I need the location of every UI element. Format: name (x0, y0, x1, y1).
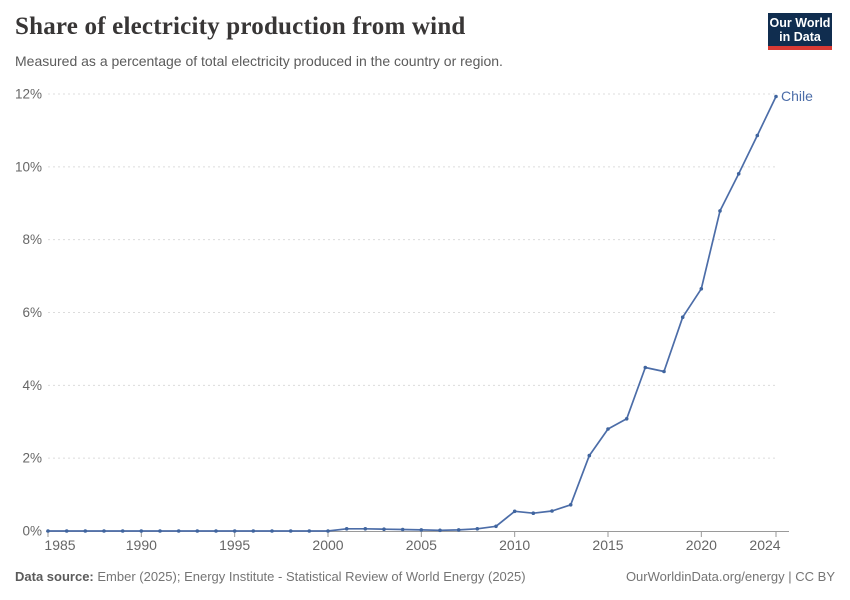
data-point[interactable] (270, 529, 274, 533)
x-axis-tick-label: 2020 (686, 537, 717, 553)
x-axis-tick-label: 2015 (592, 537, 623, 553)
data-point[interactable] (83, 529, 88, 533)
y-axis-tick-label: 10% (15, 159, 42, 174)
x-axis-tick-label: 2010 (499, 537, 530, 553)
data-point[interactable] (400, 527, 405, 532)
x-axis-tick-label: 2024 (749, 537, 780, 553)
data-point[interactable] (120, 529, 125, 533)
x-axis-tick-label: 2005 (406, 537, 437, 553)
data-source-label: Data source: (15, 569, 94, 584)
data-point[interactable] (195, 529, 200, 533)
data-point[interactable] (774, 94, 778, 99)
data-point[interactable] (475, 527, 480, 531)
data-point[interactable] (568, 503, 573, 507)
y-axis-tick-label: 12% (15, 87, 42, 102)
y-axis-tick-label: 2% (22, 451, 42, 466)
data-point[interactable] (102, 529, 106, 533)
data-source-text: Ember (2025); Energy Institute - Statist… (93, 569, 526, 584)
data-point[interactable] (494, 524, 498, 529)
data-point[interactable] (158, 529, 162, 533)
data-point[interactable] (755, 133, 760, 138)
page-subtitle: Measured as a percentage of total electr… (15, 53, 503, 69)
chart-footer: Data source: Ember (2025); Energy Instit… (15, 569, 835, 584)
x-axis-tick-label: 1985 (44, 537, 75, 553)
data-point[interactable] (251, 529, 256, 533)
data-point[interactable] (326, 529, 330, 533)
line-chart: 0% 2% 4% 6% 8% 10% 12% 1985 1990 1995 2000 2005 2010… (15, 87, 813, 554)
owid-logo-line2: in Data (779, 30, 821, 44)
data-point[interactable] (438, 528, 442, 533)
data-point[interactable] (139, 529, 144, 533)
data-point[interactable] (606, 427, 610, 431)
data-point[interactable] (624, 417, 629, 421)
data-point[interactable] (587, 453, 592, 458)
data-point[interactable] (64, 529, 69, 533)
data-point[interactable] (680, 315, 685, 320)
x-axis-tick-label: 1990 (126, 537, 157, 553)
owid-logo-line1: Our World (769, 16, 831, 30)
y-axis-tick-label: 4% (22, 378, 42, 393)
data-point[interactable] (662, 369, 666, 374)
data-point[interactable] (214, 529, 218, 533)
entity-label[interactable]: Chile (781, 88, 813, 104)
series-line-chile[interactable] (47, 95, 777, 532)
data-point[interactable] (456, 528, 461, 532)
data-point[interactable] (531, 511, 536, 515)
data-point[interactable] (176, 529, 181, 533)
data-point[interactable] (718, 209, 722, 213)
data-point[interactable] (512, 509, 517, 514)
data-point[interactable] (363, 527, 368, 531)
data-point[interactable] (699, 287, 704, 291)
data-point[interactable] (550, 509, 554, 513)
y-axis-tick-label: 8% (22, 232, 42, 247)
data-point[interactable] (232, 529, 237, 533)
data-point[interactable] (288, 529, 293, 533)
data-point[interactable] (382, 527, 386, 531)
data-point[interactable] (419, 528, 424, 532)
data-point[interactable] (643, 365, 648, 370)
owid-logo[interactable]: Our World in Data (768, 13, 832, 50)
y-axis-tick-label: 6% (22, 305, 42, 320)
x-axis-tick-label: 1995 (219, 537, 250, 553)
x-axis-tick-label: 2000 (312, 537, 343, 553)
data-source-note: Data source: Ember (2025); Energy Instit… (15, 569, 526, 584)
data-point[interactable] (736, 172, 741, 176)
data-point[interactable] (344, 527, 349, 531)
page-title: Share of electricity production from win… (15, 13, 466, 40)
data-point[interactable] (46, 529, 50, 533)
owid-credit-link[interactable]: OurWorldinData.org/energy | CC BY (625, 569, 835, 584)
data-point[interactable] (307, 529, 312, 533)
y-axis-tick-label: 0% (22, 524, 42, 539)
